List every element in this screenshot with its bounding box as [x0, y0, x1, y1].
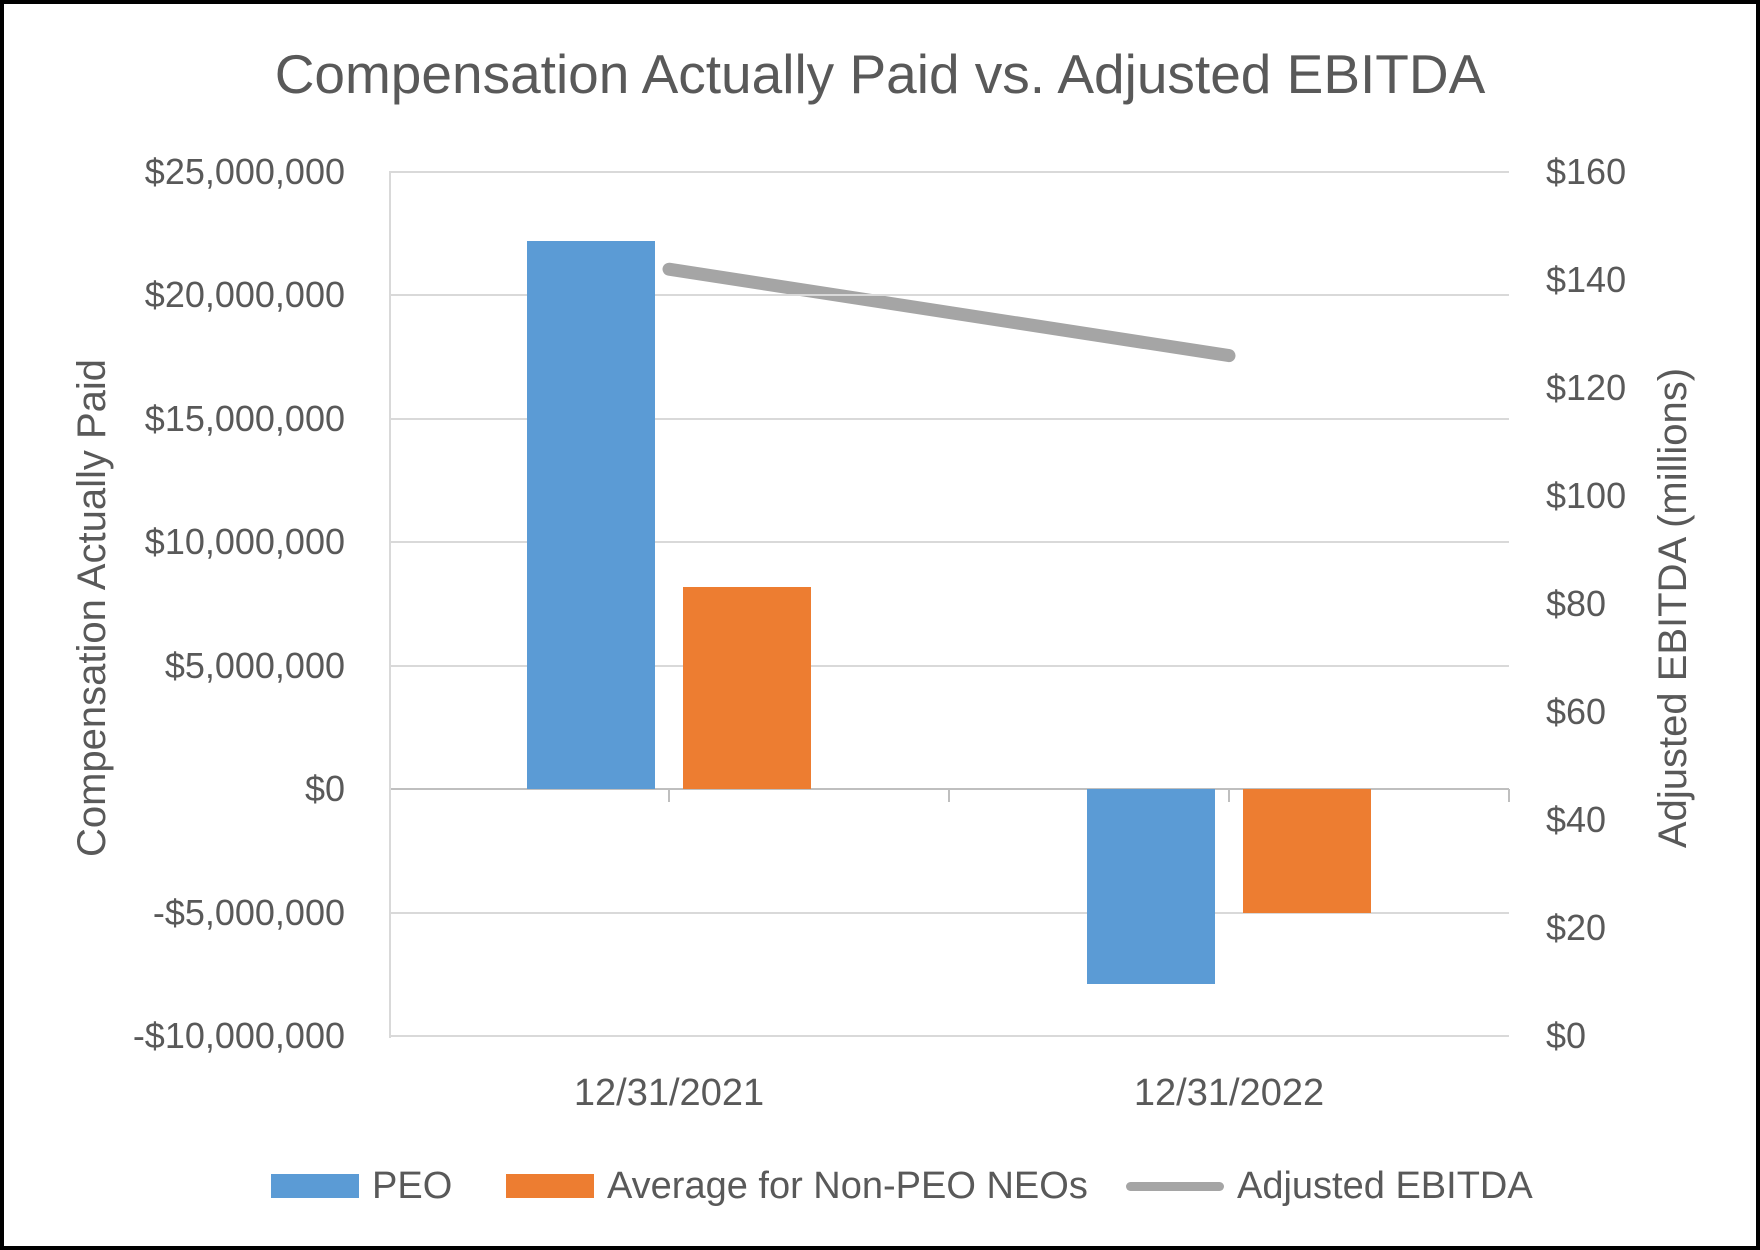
legend-label: PEO — [372, 1164, 453, 1207]
left-axis-tick-label: $15,000,000 — [144, 397, 345, 439]
legend-item-adjusted-ebitda: Adjusted EBITDA — [1126, 1160, 1533, 1212]
adjusted-ebitda-line — [662, 262, 1236, 363]
chart-title: Compensation Actually Paid vs. Adjusted … — [274, 43, 1486, 105]
peo-swatch — [271, 1174, 359, 1198]
left-axis-tick-label: $10,000,000 — [144, 521, 345, 563]
category-tick-mark — [948, 789, 950, 803]
right-axis-tick-label: $0 — [1546, 1015, 1587, 1056]
x-axis-category-label: 12/31/2021 — [573, 1072, 765, 1114]
gridline — [389, 171, 1509, 173]
left-axis-tick-label: $25,000,000 — [144, 151, 345, 192]
legend: PEO Average for Non-PEO NEOs Adjusted EB… — [4, 1160, 1756, 1212]
right-axis-tick-label: $100 — [1546, 475, 1627, 516]
right-axis-title: Adjusted EBITDA (millions) — [1651, 367, 1695, 849]
category-tick-mark — [1508, 789, 1510, 803]
non-peo-bar-12/31/2022 — [1243, 789, 1371, 913]
right-axis-tick-label: $40 — [1546, 799, 1607, 840]
gridline — [389, 1035, 1509, 1037]
right-axis-tick-label: $140 — [1546, 259, 1627, 300]
gridline — [389, 664, 1509, 667]
right-axis-tick-label: $120 — [1546, 367, 1627, 408]
non-peo-bar-12/31/2021 — [683, 586, 811, 790]
gridline — [389, 294, 1509, 297]
non-peo-swatch — [506, 1174, 594, 1198]
left-axis-tick-label: $5,000,000 — [164, 644, 345, 686]
gridline — [389, 541, 1509, 544]
gridline — [389, 911, 1509, 914]
left-axis-tick-label: $20,000,000 — [144, 274, 345, 316]
right-axis-tick-label: $60 — [1546, 691, 1607, 732]
gridline — [389, 417, 1509, 420]
left-axis-tick-label: -$5,000,000 — [152, 891, 345, 933]
right-axis-tick-label: $160 — [1546, 151, 1627, 192]
left-axis-tick-label: -$10,000,000 — [132, 1015, 345, 1056]
left-axis-tick-label: $0 — [304, 768, 345, 810]
legend-label: Average for Non-PEO NEOs — [607, 1164, 1088, 1207]
peo-bar-12/31/2022 — [1087, 789, 1215, 985]
left-axis-title: Compensation Actually Paid — [70, 358, 114, 858]
left-axis-line — [389, 172, 391, 1038]
x-axis-category-label: 12/31/2022 — [1133, 1072, 1325, 1114]
category-tick-mark — [1228, 789, 1230, 803]
legend-item-peo: PEO — [271, 1160, 452, 1212]
legend-label: Adjusted EBITDA — [1237, 1164, 1533, 1207]
peo-bar-12/31/2021 — [527, 241, 655, 790]
legend-item-non-peo: Average for Non-PEO NEOs — [506, 1160, 1088, 1212]
adjusted-ebitda-line-swatch — [1126, 1181, 1224, 1191]
right-axis-tick-label: $80 — [1546, 583, 1607, 624]
right-axis-tick-label: $20 — [1546, 907, 1607, 948]
category-tick-mark — [668, 789, 670, 803]
